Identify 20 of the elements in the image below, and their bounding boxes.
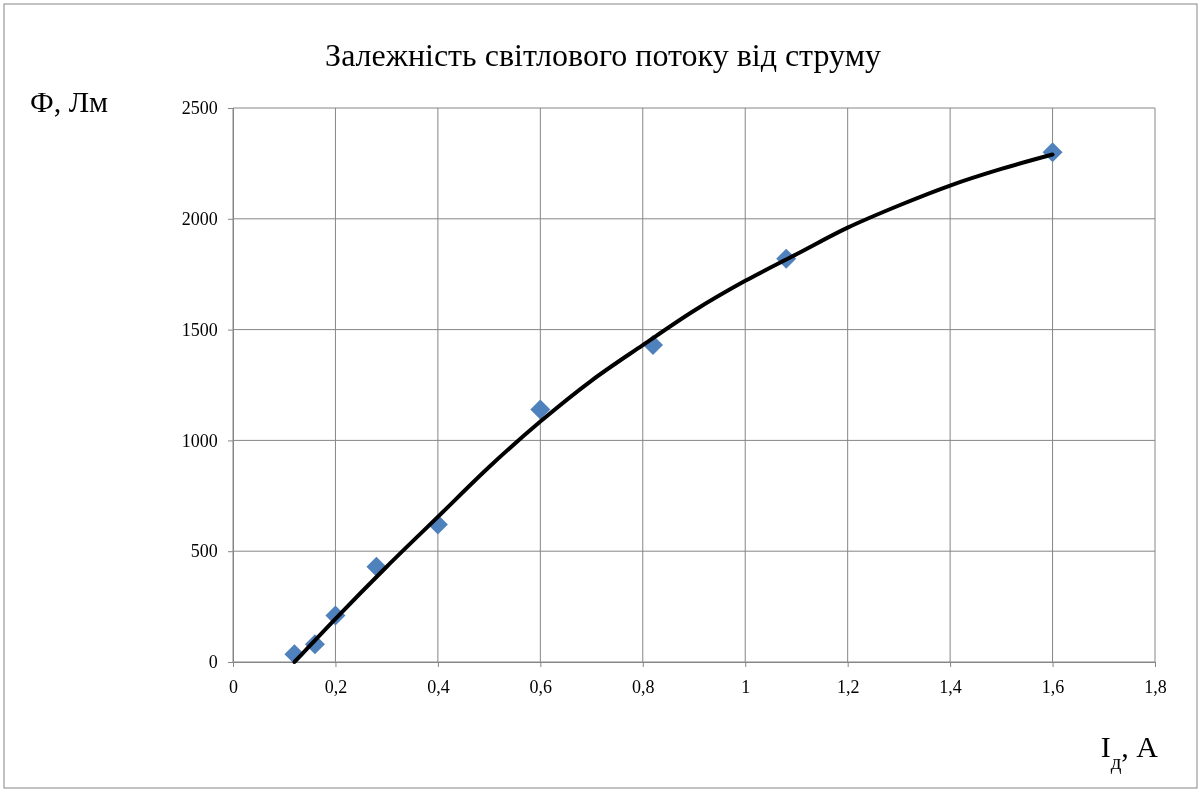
y-tick-label: 2000	[181, 209, 218, 230]
x-tick-label: 1,8	[1144, 677, 1167, 698]
x-tick-label: 0,2	[324, 677, 348, 698]
x-axis-title: I$_{д}$, А	[1100, 730, 1159, 774]
x-tick-label: 0	[229, 677, 238, 698]
x-tick-label: 0,4	[427, 677, 450, 698]
x-tick-label: 0,8	[632, 677, 655, 698]
x-tick-label: 1,4	[939, 677, 962, 698]
x-tick-label: 0,6	[529, 677, 553, 698]
y-tick-label: 500	[190, 541, 218, 562]
chart-title: Залежність світлового потоку від струму	[325, 37, 881, 73]
x-tick-label: 1	[741, 677, 751, 698]
y-tick-label: 1000	[181, 430, 218, 451]
x-tick-label: 1,2	[836, 677, 860, 698]
y-tick-label: 1500	[181, 319, 218, 340]
point	[530, 399, 551, 420]
y-axis-title: Ф, Лм	[30, 85, 109, 118]
y-tick-label: 2500	[181, 98, 218, 119]
y-tick-label: 0	[208, 652, 218, 673]
x-tick-label: 1,6	[1041, 677, 1065, 698]
